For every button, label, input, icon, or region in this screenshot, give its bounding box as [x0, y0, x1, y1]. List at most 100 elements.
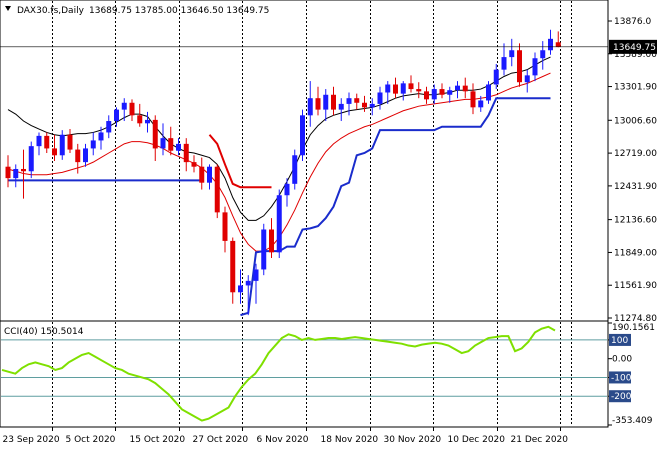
x-tick-label: 27 Oct 2020 — [193, 435, 249, 445]
candle — [21, 149, 26, 199]
candle-body — [548, 38, 553, 51]
candle-body — [253, 269, 259, 281]
candle-body — [269, 229, 274, 253]
x-tick-label: 18 Nov 2020 — [321, 435, 379, 445]
candle — [331, 86, 336, 116]
cci-panel — [0, 320, 609, 428]
candle-body — [261, 229, 267, 270]
candle — [517, 43, 522, 87]
candle-body — [470, 91, 476, 108]
candle — [114, 107, 119, 127]
candle-body — [478, 100, 484, 108]
candle — [385, 81, 391, 104]
candle — [486, 81, 491, 104]
candle — [408, 75, 414, 93]
candle-body — [369, 103, 375, 108]
candle — [377, 86, 383, 110]
candle-body — [152, 119, 158, 149]
price-axis: 13876.0 13589.00 13301.90 13006.60 12719.00 1… — [0, 17, 657, 324]
candle — [67, 129, 73, 153]
candle-body — [207, 166, 212, 183]
candle — [493, 63, 499, 90]
candle — [416, 82, 422, 99]
current-price-label: 13649.75 — [613, 43, 656, 53]
candle-body — [338, 103, 344, 110]
candle — [106, 115, 112, 139]
y-tick-label: 13301.90 — [614, 83, 657, 93]
cci-level-label-bg — [609, 333, 631, 346]
candle-body — [439, 89, 445, 95]
candle — [509, 38, 515, 67]
y-tick-label: 11561.90 — [614, 281, 657, 291]
candle-body — [354, 98, 360, 103]
candle-body — [408, 83, 414, 90]
y-tick-label: 13876.0 — [614, 17, 651, 27]
candle-body — [486, 84, 491, 101]
x-tick-label: 21 Dec 2020 — [511, 435, 569, 445]
cci-series — [1, 325, 556, 422]
candle — [52, 134, 57, 161]
candle-body — [323, 94, 329, 110]
candle-body — [509, 50, 515, 58]
candle-body — [214, 166, 220, 213]
candle — [369, 98, 375, 116]
candle — [346, 92, 352, 116]
candle — [183, 138, 189, 172]
candle — [44, 132, 50, 153]
candle-body — [455, 85, 460, 91]
x-tick-label: 6 Nov 2020 — [257, 435, 309, 445]
candle-body — [517, 50, 522, 83]
candle — [292, 149, 298, 190]
date-axis: 23 Sep 2020 5 Oct 2020 15 Oct 2020 27 Oct 2… — [3, 427, 569, 445]
y-tick-label: 13589.00 — [614, 50, 657, 60]
candle-body — [168, 138, 174, 151]
symbol-label: DAX30.fs,Daily — [17, 6, 85, 16]
y-tick-label: 12136.60 — [614, 216, 657, 226]
candle-body — [191, 162, 197, 167]
candle-body — [160, 138, 166, 149]
candle-body — [90, 140, 96, 149]
sar-red-line — [208, 134, 272, 189]
cci-axis: 190.1561 100 0.00 -100 -200 -353.409 — [608, 322, 655, 426]
y-tick-label: 12431.90 — [614, 182, 657, 192]
candle — [400, 81, 406, 101]
y-tick-label: 11274.80 — [614, 314, 657, 324]
candle — [168, 126, 174, 156]
candle-body — [145, 119, 150, 124]
candle-body — [137, 115, 143, 124]
candle — [540, 41, 546, 70]
candle-body — [416, 89, 422, 92]
candle-body — [75, 149, 81, 163]
candle — [470, 83, 476, 115]
price-panel — [0, 0, 609, 322]
candle-body — [284, 183, 290, 196]
candle-body — [362, 102, 367, 108]
candle — [532, 52, 538, 82]
candle-body — [315, 98, 321, 110]
candle — [230, 237, 236, 304]
header-icon — [5, 6, 11, 11]
candle-body — [121, 102, 127, 110]
candle — [338, 98, 344, 122]
candle — [354, 93, 360, 110]
candle-body — [447, 90, 453, 95]
candle-body — [183, 143, 189, 163]
candle-body — [5, 166, 11, 179]
candle — [323, 89, 329, 122]
candle-body — [462, 85, 468, 92]
candle-body — [36, 135, 42, 147]
candle — [222, 206, 228, 253]
cci-line — [1, 325, 556, 422]
candle-body — [13, 168, 19, 179]
candle — [501, 43, 507, 76]
sar-lines — [8, 97, 551, 317]
candle-body — [21, 168, 26, 172]
candle — [478, 95, 484, 112]
y-tick-label: 11849.00 — [614, 248, 657, 258]
candle-body — [555, 42, 561, 47]
x-tick-label: 23 Sep 2020 — [3, 435, 60, 445]
candle-body — [307, 98, 313, 116]
candle-body — [59, 134, 65, 156]
candle — [191, 155, 197, 173]
candle — [261, 223, 267, 276]
